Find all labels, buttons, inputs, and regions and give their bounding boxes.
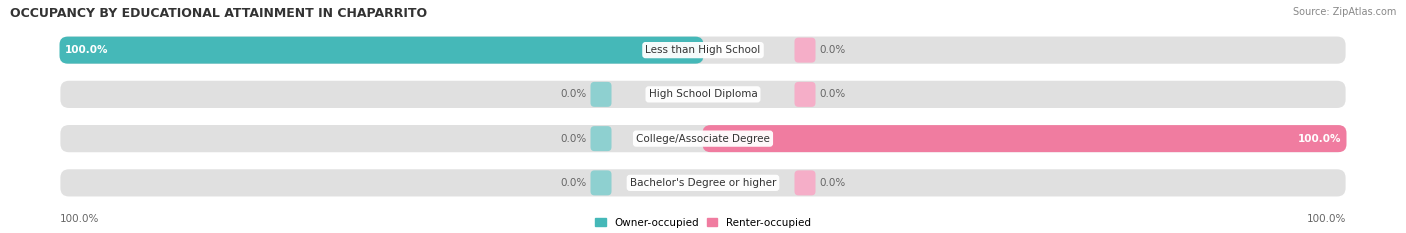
Legend: Owner-occupied, Renter-occupied: Owner-occupied, Renter-occupied <box>595 218 811 228</box>
Text: Source: ZipAtlas.com: Source: ZipAtlas.com <box>1292 7 1396 17</box>
Text: 0.0%: 0.0% <box>561 178 586 188</box>
Text: 0.0%: 0.0% <box>561 89 586 99</box>
Text: OCCUPANCY BY EDUCATIONAL ATTAINMENT IN CHAPARRITO: OCCUPANCY BY EDUCATIONAL ATTAINMENT IN C… <box>10 7 427 20</box>
FancyBboxPatch shape <box>59 35 1347 65</box>
Text: High School Diploma: High School Diploma <box>648 89 758 99</box>
FancyBboxPatch shape <box>591 170 612 195</box>
FancyBboxPatch shape <box>59 37 703 64</box>
Text: 0.0%: 0.0% <box>561 134 586 144</box>
FancyBboxPatch shape <box>794 170 815 195</box>
Text: 100.0%: 100.0% <box>1306 214 1346 224</box>
Text: College/Associate Degree: College/Associate Degree <box>636 134 770 144</box>
Text: 100.0%: 100.0% <box>1298 134 1341 144</box>
FancyBboxPatch shape <box>59 79 1347 109</box>
Text: 100.0%: 100.0% <box>60 214 100 224</box>
Text: Less than High School: Less than High School <box>645 45 761 55</box>
FancyBboxPatch shape <box>591 126 612 151</box>
FancyBboxPatch shape <box>59 168 1347 198</box>
FancyBboxPatch shape <box>794 82 815 107</box>
Text: Bachelor's Degree or higher: Bachelor's Degree or higher <box>630 178 776 188</box>
Text: 100.0%: 100.0% <box>65 45 108 55</box>
FancyBboxPatch shape <box>794 38 815 63</box>
Text: 0.0%: 0.0% <box>820 89 845 99</box>
Text: 0.0%: 0.0% <box>820 45 845 55</box>
FancyBboxPatch shape <box>703 125 1347 152</box>
FancyBboxPatch shape <box>59 124 1347 154</box>
FancyBboxPatch shape <box>591 82 612 107</box>
Text: 0.0%: 0.0% <box>820 178 845 188</box>
